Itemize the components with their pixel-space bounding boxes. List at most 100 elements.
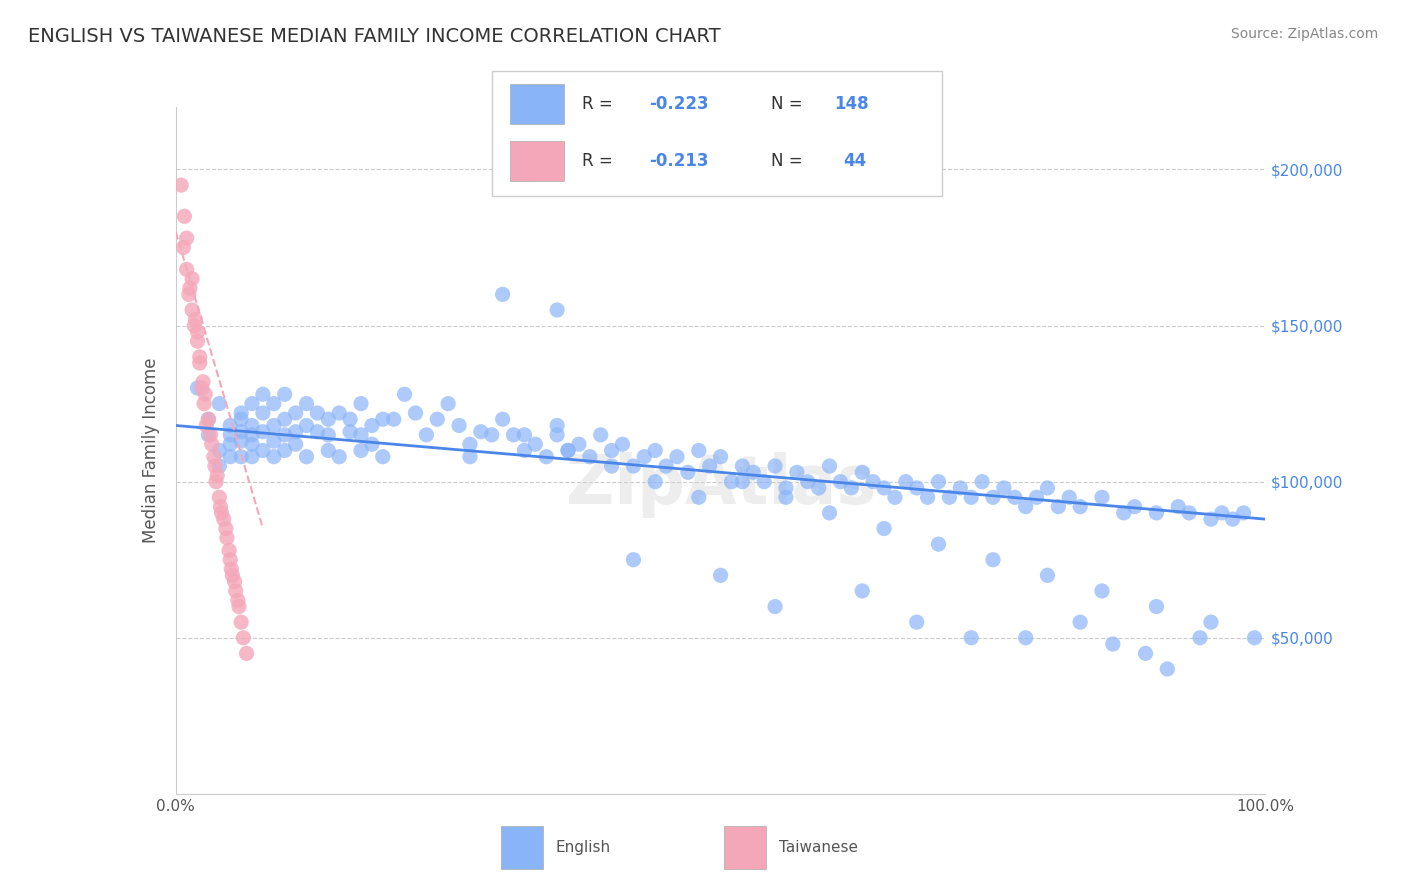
Point: [1144, 599, 1167, 614]
Point: [851, 583, 873, 598]
Point: [371, 412, 394, 426]
Point: [1004, 490, 1026, 504]
Point: [226, 593, 249, 607]
Text: N =: N =: [770, 153, 808, 170]
Point: [212, 512, 235, 526]
Point: [186, 325, 209, 339]
Point: [183, 318, 205, 333]
Point: [218, 543, 240, 558]
FancyBboxPatch shape: [501, 826, 543, 869]
Point: [1135, 646, 1157, 660]
Point: [274, 427, 297, 442]
Point: [240, 427, 263, 442]
Point: [208, 458, 231, 473]
Point: [731, 458, 754, 473]
Point: [546, 418, 568, 433]
Point: [884, 490, 907, 504]
Point: [252, 406, 274, 420]
Y-axis label: Median Family Income: Median Family Income: [142, 358, 160, 543]
Point: [328, 406, 350, 420]
Point: [350, 443, 373, 458]
Point: [688, 443, 710, 458]
Point: [197, 412, 219, 426]
Point: [1091, 490, 1114, 504]
Point: [360, 437, 382, 451]
Point: [318, 427, 340, 442]
Point: [546, 303, 568, 318]
Point: [905, 481, 928, 495]
Point: [194, 387, 217, 401]
FancyBboxPatch shape: [724, 826, 766, 869]
Point: [981, 552, 1004, 567]
Point: [263, 396, 285, 410]
Point: [655, 458, 678, 473]
Point: [928, 537, 950, 551]
Point: [219, 418, 242, 433]
Point: [754, 475, 776, 489]
Point: [360, 418, 382, 433]
Point: [219, 552, 242, 567]
Point: [873, 481, 896, 495]
Point: [205, 468, 228, 483]
Point: [960, 490, 983, 504]
Point: [405, 406, 427, 420]
Point: [1167, 500, 1189, 514]
Point: [894, 475, 917, 489]
Point: [818, 506, 841, 520]
Text: 148: 148: [834, 95, 869, 112]
Point: [284, 406, 307, 420]
Point: [181, 303, 204, 318]
Point: [534, 450, 557, 464]
Point: [274, 387, 297, 401]
Point: [201, 437, 224, 451]
Point: [1025, 490, 1047, 504]
FancyBboxPatch shape: [510, 141, 564, 181]
Text: English: English: [555, 840, 610, 855]
Point: [219, 450, 242, 464]
Point: [1199, 512, 1222, 526]
Point: [1091, 583, 1114, 598]
Point: [295, 396, 318, 410]
Point: [231, 412, 253, 426]
Point: [742, 466, 765, 480]
Point: [447, 418, 470, 433]
Point: [295, 450, 318, 464]
Point: [350, 427, 373, 442]
Text: N =: N =: [770, 95, 808, 112]
Point: [557, 443, 579, 458]
Point: [215, 521, 238, 535]
Point: [211, 506, 233, 520]
Point: [339, 425, 361, 439]
Point: [1047, 500, 1070, 514]
Point: [263, 450, 285, 464]
Point: [219, 427, 242, 442]
Point: [589, 427, 612, 442]
Point: [949, 481, 972, 495]
Point: [928, 475, 950, 489]
Point: [219, 437, 242, 451]
Point: [176, 262, 198, 277]
FancyBboxPatch shape: [492, 71, 942, 196]
Point: [917, 490, 939, 504]
Point: [284, 437, 307, 451]
Point: [666, 450, 689, 464]
Point: [612, 437, 634, 451]
Point: [208, 443, 231, 458]
Point: [600, 443, 623, 458]
Point: [307, 425, 329, 439]
Point: [1144, 506, 1167, 520]
Point: [231, 434, 253, 449]
Point: [1211, 506, 1233, 520]
Point: [318, 443, 340, 458]
Point: [513, 443, 536, 458]
Point: [252, 425, 274, 439]
Point: [981, 490, 1004, 504]
Point: [546, 427, 568, 442]
Point: [221, 568, 243, 582]
Point: [481, 427, 503, 442]
Point: [1178, 506, 1201, 520]
Point: [644, 475, 666, 489]
Point: [231, 450, 253, 464]
Point: [851, 466, 873, 480]
Point: [426, 412, 449, 426]
